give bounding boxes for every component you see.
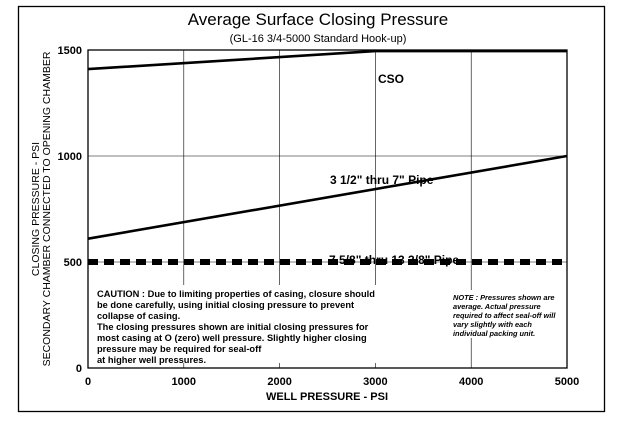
caution-line: collapse of casing.: [97, 311, 180, 321]
series-label-large-pipe: 7 5/8" thru 13 3/8" Pipe: [329, 253, 459, 267]
x-tick-label: 3000: [363, 376, 387, 388]
x-tick-label: 5000: [555, 376, 579, 388]
x-tick-label: 0: [85, 376, 91, 388]
note-line: individual packing unit.: [453, 329, 535, 338]
caution-line: The closing pressures shown are initial …: [97, 322, 369, 332]
y-axis-label-2: SECONDARY CHAMBER CONNECTED TO OPENING C…: [41, 51, 53, 366]
x-tick-label: 4000: [459, 376, 483, 388]
chart-title: Average Surface Closing Pressure: [188, 10, 449, 29]
caution-background: [94, 285, 376, 363]
caution-line: most casing at O (zero) well pressure. S…: [97, 333, 367, 343]
note-line: NOTE : Pressures shown are: [453, 293, 554, 302]
series-line-cso: [87, 49, 567, 71]
caution-line: at higher well pressures.: [97, 355, 206, 365]
y-axis-label-1: CLOSING PRESSURE - PSI: [30, 142, 42, 276]
series-group: [87, 49, 568, 265]
tick-labels: 0 1000 2000 3000 4000 5000 0 500 1000 1500: [58, 45, 580, 388]
note-line: average. Actual pressure: [453, 302, 541, 311]
caution-line: be done carefully, using initial closing…: [97, 300, 354, 310]
y-tick-label: 1000: [58, 151, 82, 163]
series-line-small-pipe: [87, 154, 568, 240]
note-line: required to affect seal-off will: [453, 311, 556, 320]
chart-subtitle: (GL-16 3/4-5000 Standard Hook-up): [230, 33, 407, 45]
caution-line: pressure may be required for seal-off: [97, 344, 262, 354]
note-background: [450, 290, 560, 338]
plot-frame: [87, 49, 568, 369]
caution-annotation: CAUTION : Due to limiting properties of …: [94, 285, 376, 365]
x-tick-label: 1000: [172, 376, 196, 388]
series-label-small-pipe: 3 1/2" thru 7" Pipe: [330, 173, 434, 187]
x-tick-label: 2000: [267, 376, 291, 388]
note-line: vary slightly with each: [453, 320, 532, 329]
y-tick-label: 1500: [58, 45, 82, 57]
note-annotation: NOTE : Pressures shown are average. Actu…: [450, 290, 560, 338]
caution-line: CAUTION : Due to limiting properties of …: [97, 289, 375, 299]
y-tick-label: 0: [76, 363, 82, 375]
series-label-cso: CSO: [378, 72, 404, 86]
x-axis-label: WELL PRESSURE - PSI: [266, 391, 388, 403]
y-tick-label: 500: [64, 257, 82, 269]
